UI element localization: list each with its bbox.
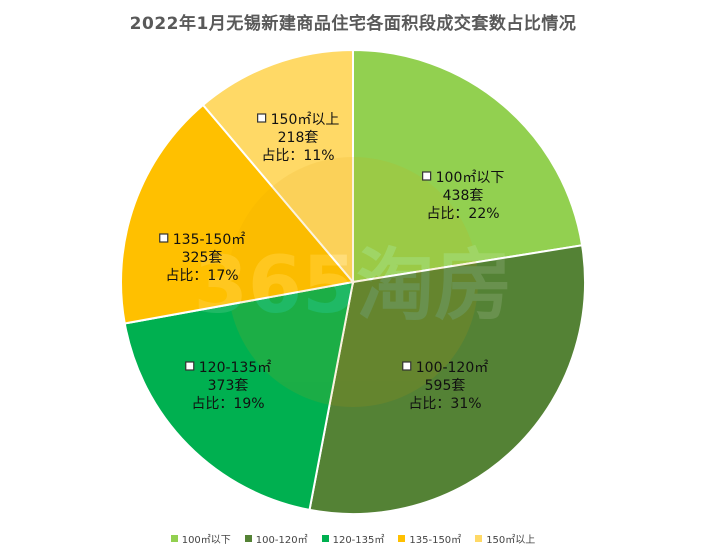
label-category: 100-120㎡	[416, 360, 489, 376]
label-category: 150㎡以上	[271, 112, 340, 128]
svg-text:365淘房: 365淘房	[194, 241, 513, 331]
label-percent: 占比：22%	[426, 206, 499, 222]
label-value: 595套	[425, 378, 466, 394]
legend-swatch	[170, 535, 178, 542]
label-category: 100㎡以下	[436, 170, 505, 186]
legend-label: 135-150㎡	[409, 535, 462, 546]
label-value: 373套	[208, 378, 249, 394]
legend-label: 100㎡以下	[181, 535, 231, 546]
pie-slice-4[interactable]	[120, 103, 355, 325]
watermark-logo: 365淘房	[194, 157, 513, 407]
pie-slice-2[interactable]	[308, 244, 586, 515]
legend-item-2[interactable]: 100-120㎡	[244, 531, 308, 546]
chart-legend: 100㎡以下 100-120㎡ 120-135㎡ 135-150㎡ 150㎡以上	[0, 531, 706, 546]
legend-swatch	[244, 535, 252, 542]
label-category: 120-135㎡	[199, 360, 272, 376]
label-key-square	[185, 361, 195, 371]
label-key-square	[257, 113, 267, 123]
label-key-square	[402, 361, 412, 371]
legend-label: 150㎡以上	[486, 535, 536, 546]
legend-swatch	[475, 535, 483, 542]
label-percent: 占比：17%	[165, 268, 238, 284]
legend-item-4[interactable]: 135-150㎡	[398, 531, 461, 546]
pie-slice-3[interactable]	[123, 280, 355, 512]
pie-slice-5[interactable]	[201, 48, 354, 285]
legend-swatch	[321, 535, 329, 542]
label-value: 438套	[443, 188, 484, 204]
legend-swatch	[398, 535, 406, 542]
legend-label: 100-120㎡	[255, 535, 308, 546]
label-percent: 占比：11%	[261, 148, 334, 164]
label-value: 325套	[182, 250, 223, 266]
legend-item-1[interactable]: 100㎡以下	[170, 531, 231, 546]
label-key-square	[422, 171, 432, 181]
label-category: 135-150㎡	[173, 232, 246, 248]
label-percent: 占比：31%	[408, 396, 481, 412]
legend-item-3[interactable]: 120-135㎡	[321, 531, 385, 546]
pie-slice-1[interactable]	[352, 48, 584, 284]
label-value: 218套	[278, 130, 319, 146]
legend-item-5[interactable]: 150㎡以上	[475, 531, 535, 546]
legend-label: 120-135㎡	[332, 535, 385, 546]
chart-title: 2022年1月无锡新建商品住宅各面积段成交套数占比情况	[129, 14, 577, 34]
label-percent: 占比：19%	[191, 396, 264, 412]
label-key-square	[159, 233, 169, 243]
